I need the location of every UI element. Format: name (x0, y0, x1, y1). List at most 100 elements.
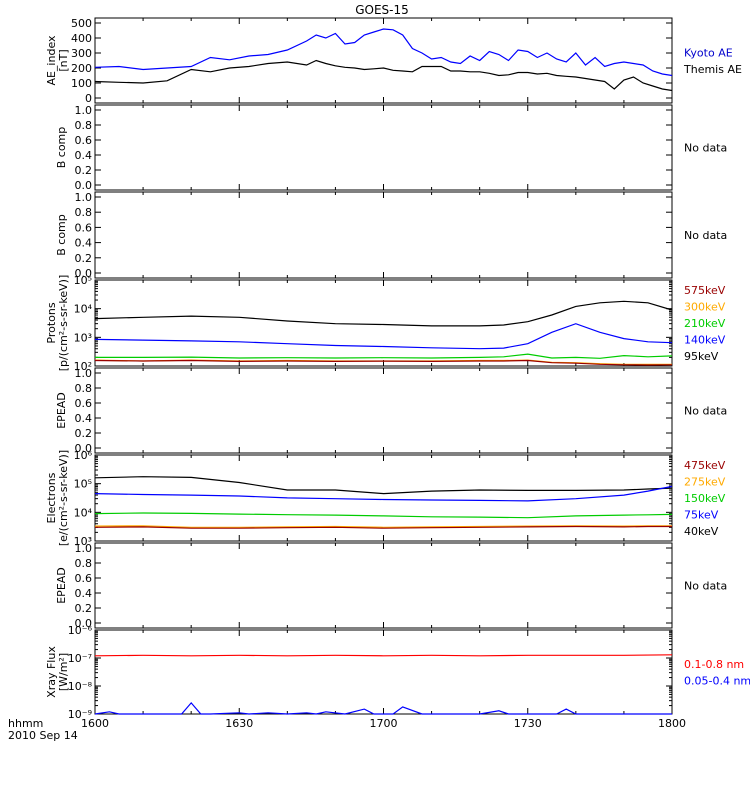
panel-frame (94, 17, 673, 104)
panel-2: 0.0 0.2 0.4 0.6 0.8 1.0 B comp No data (55, 104, 727, 192)
y-tick-label: 0.6 (75, 572, 93, 585)
y-tick-label: 0.2 (75, 252, 93, 265)
y-tick-label: 10⁴ (74, 303, 93, 316)
legend-label: 0.1-0.8 nm (684, 658, 744, 671)
y-tick-label: 0.0 (75, 617, 93, 630)
y-tick-label: 1.0 (75, 367, 93, 380)
y-axis-label: Protons (45, 302, 58, 343)
y-axis-label: EPEAD (55, 567, 68, 604)
series-line-575kev (94, 359, 673, 366)
panel-frame (94, 191, 673, 279)
legend-label: 75keV (684, 509, 719, 522)
y-tick-label: 10⁻⁸ (68, 680, 93, 693)
series-line-0-05-0-4-nm (94, 701, 672, 715)
x-tick-label: 1700 (370, 717, 398, 730)
y-tick-label: 0.6 (75, 134, 93, 147)
panel-1: 0 100 200 300 400 500 AE_index [nT] Kyoto AE Them… (45, 17, 742, 105)
y-axis-label: B comp (55, 127, 68, 169)
legend-label: 475keV (684, 459, 726, 472)
y-tick-label: 10⁻⁷ (68, 652, 92, 665)
y-tick-label: 0.2 (75, 427, 93, 440)
legend-label: 150keV (684, 492, 726, 505)
panel-frame (94, 542, 673, 629)
y-axis-label: B comp (55, 214, 68, 256)
y-tick-label: 10³ (74, 331, 92, 344)
legend-label: 575keV (684, 284, 726, 297)
y-tick-label: 0 (85, 92, 92, 105)
y-tick-label: 10⁻⁶ (68, 624, 93, 637)
y-tick-label: 10² (74, 360, 92, 373)
y-tick-label: 10⁵ (74, 274, 92, 287)
series-line-150kev (94, 512, 673, 519)
legend-label: No data (684, 142, 727, 155)
y-tick-label: 10⁵ (74, 478, 92, 491)
y-tick-label: 10⁶ (74, 449, 93, 462)
panel-frame (94, 104, 673, 191)
y-tick-label: 0.6 (75, 397, 93, 410)
y-tick-label: 0.0 (75, 442, 93, 455)
y-tick-label: 0.6 (75, 221, 93, 234)
panels-group: 0 100 200 300 400 500 AE_index [nT] Kyoto AE Them… (45, 17, 750, 721)
y-tick-label: 0.4 (75, 237, 93, 250)
legend-label: 140keV (684, 334, 726, 347)
series-line-40kev (94, 476, 673, 495)
series-line-kyoto-ae (94, 28, 673, 77)
series-line-210kev (95, 353, 673, 359)
x-axis-label-hhmm: hhmm (8, 717, 43, 730)
y-tick-label: 0.8 (75, 382, 93, 395)
y-axis-label: [nT] (57, 49, 70, 71)
y-tick-label: 0.0 (75, 267, 93, 280)
x-axis-label-date: 2010 Sep 14 (8, 729, 78, 742)
panel-frame (94, 367, 673, 454)
x-tick-label: 1800 (658, 717, 686, 730)
legend-label: 95keV (684, 350, 719, 363)
legend-label: 210keV (684, 317, 726, 330)
y-tick-label: 0.4 (75, 412, 93, 425)
legend-label: 300keV (684, 301, 726, 314)
x-tick-label: 1600 (81, 717, 109, 730)
legend-label: No data (684, 580, 727, 593)
panel-7: 0.0 0.2 0.4 0.6 0.8 1.0 EPEAD No data (55, 542, 727, 630)
panel-frame (94, 279, 673, 367)
y-tick-label: 0.4 (75, 587, 93, 600)
y-axis-label: [W/m²] (57, 653, 70, 691)
series-line-140kev (94, 323, 673, 350)
series-line-75kev (94, 485, 673, 502)
y-axis-label: [e/(cm²-s-sr-keV)] (57, 450, 70, 546)
y-axis-label: AE_index (45, 35, 58, 86)
panel-6: 10³ 10⁴ 10⁵ 10⁶ Electrons [e/(cm²-s-sr-keV)] 4… (45, 449, 726, 548)
legend-label: No data (684, 405, 727, 418)
panel-8: 10⁻⁹ 10⁻⁸ 10⁻⁷ 10⁻⁶ Xray Flux [W/m²] 0.1-0.8 n… (45, 624, 750, 721)
y-tick-label: 1.0 (75, 191, 93, 204)
y-tick-label: 100 (71, 77, 92, 90)
y-axis-label: EPEAD (55, 392, 68, 429)
y-tick-label: 10³ (74, 535, 92, 548)
series-line-95kev (94, 300, 673, 327)
series-line-275kev (94, 525, 672, 528)
series-line-475kev (94, 525, 672, 529)
x-tick-label: 1630 (225, 717, 253, 730)
legend-label: 0.05-0.4 nm (684, 674, 750, 687)
y-tick-label: 300 (71, 47, 92, 60)
legend-label: Kyoto AE (684, 46, 733, 59)
y-axis-label: Electrons (45, 472, 58, 523)
panel-frame (94, 629, 673, 715)
time-axis: 1600 1630 1700 1730 1800 (81, 717, 686, 730)
y-tick-label: 10⁴ (74, 506, 93, 519)
legend-label: Themis AE (683, 63, 742, 76)
y-tick-label: 0.8 (75, 119, 93, 132)
chart-title: GOES-15 (355, 3, 409, 17)
y-tick-label: 0.8 (75, 557, 93, 570)
y-tick-label: 0.4 (75, 149, 93, 162)
legend-label: 40keV (684, 525, 719, 538)
x-tick-label: 1730 (514, 717, 542, 730)
y-axis-label: Xray Flux (45, 646, 58, 698)
y-axis-label: [p/(cm²-s-sr-keV)] (57, 275, 70, 372)
series-line-themis-ae (94, 59, 673, 92)
y-tick-label: 1.0 (75, 542, 93, 555)
y-tick-label: 200 (71, 62, 92, 75)
series-line-0-1-0-8-nm (94, 654, 673, 657)
y-tick-label: 500 (71, 17, 92, 30)
y-tick-label: 10⁻⁹ (68, 708, 92, 721)
